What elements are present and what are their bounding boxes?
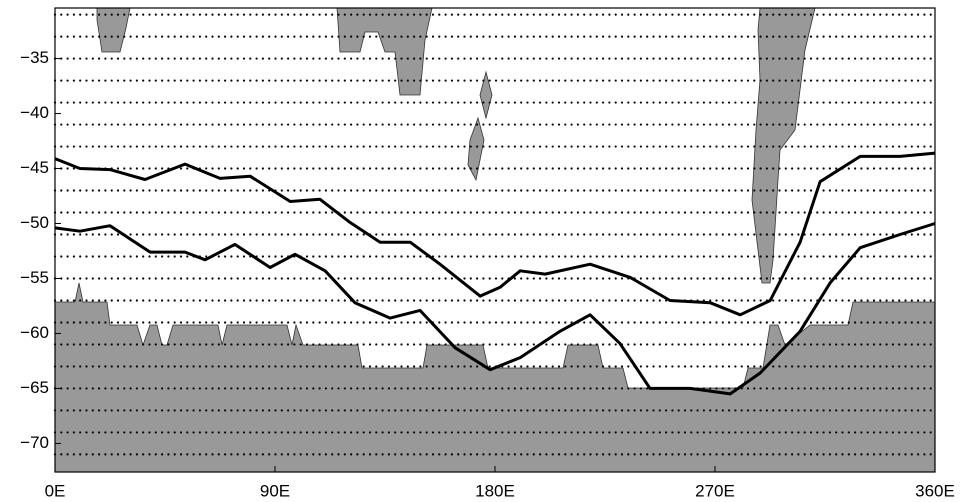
island [467, 116, 485, 182]
australia [336, 7, 433, 96]
front-line [54, 151, 936, 317]
y-tick-label: −40 [20, 103, 49, 122]
x-tick-label: 180E [475, 481, 515, 500]
south-america [751, 7, 816, 284]
x-tick-label: 360E [915, 481, 955, 500]
y-tick-label: −55 [20, 268, 49, 287]
antarctica [54, 282, 936, 473]
front-line [54, 222, 936, 396]
y-tick-label: −70 [20, 433, 49, 452]
y-tick-label: −35 [20, 48, 49, 67]
land [54, 7, 936, 473]
y-tick-label: −60 [20, 323, 49, 342]
x-tick-label: 270E [695, 481, 735, 500]
y-tick-label: −45 [20, 158, 49, 177]
x-tick-label: 0E [45, 481, 66, 500]
y-tick-label: −50 [20, 213, 49, 232]
x-tick-label: 90E [260, 481, 290, 500]
island [479, 70, 493, 120]
y-tick-label: −65 [20, 378, 49, 397]
